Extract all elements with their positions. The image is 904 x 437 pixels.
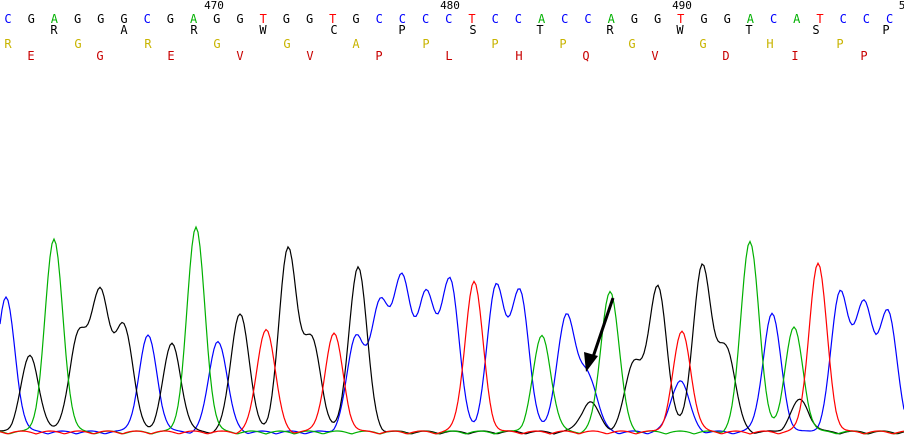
base-call: G — [97, 12, 105, 26]
base-call: C — [4, 12, 12, 26]
base-call: A — [189, 12, 198, 26]
base-call: C — [561, 12, 569, 26]
frame2-amino-acid: P — [491, 37, 499, 51]
frame2-amino-acid: G — [699, 37, 707, 51]
base-call: G — [166, 12, 174, 26]
frame2-amino-acid: P — [559, 37, 567, 51]
base-call: C — [421, 12, 430, 26]
base-call: C — [839, 12, 847, 26]
position-label: 490 — [672, 0, 692, 12]
base-call: G — [723, 12, 731, 26]
frame2-amino-acid: G — [283, 37, 291, 51]
base-call: G — [630, 12, 638, 26]
base-call: C — [143, 12, 151, 26]
frame3-amino-acid: P — [375, 49, 383, 63]
frame2-amino-acid: R — [144, 37, 152, 51]
frame3-amino-acid: L — [445, 49, 453, 63]
base-call: A — [793, 12, 801, 26]
frame1-amino-acid: T — [745, 23, 753, 37]
frame1-amino-acid: C — [330, 23, 338, 37]
frame3-amino-acid: P — [860, 49, 868, 63]
frame3-amino-acid: E — [27, 49, 35, 63]
position-label: 470 — [204, 0, 224, 12]
base-call: A — [537, 12, 546, 26]
base-call: A — [607, 12, 615, 26]
base-call: G — [236, 12, 244, 26]
base-call: G — [120, 12, 128, 26]
frame3-amino-acid: V — [236, 49, 244, 63]
base-call: T — [816, 12, 824, 26]
arrow-shaft — [590, 297, 615, 361]
base-call: G — [213, 12, 221, 26]
frame1-amino-acid: A — [120, 23, 128, 37]
frame3-amino-acid: G — [96, 49, 104, 63]
base-call: C — [514, 12, 522, 26]
frame2-amino-acid: R — [4, 37, 12, 51]
frame3-amino-acid: I — [791, 49, 799, 63]
base-call: C — [584, 12, 592, 26]
frame1-amino-acid: W — [676, 23, 684, 37]
frame3-amino-acid: V — [651, 49, 659, 63]
base-call: C — [769, 12, 778, 26]
base-call: G — [352, 12, 360, 26]
base-call: T — [677, 12, 685, 26]
arrow-head-icon — [584, 352, 598, 372]
base-call: G — [653, 12, 662, 26]
base-call: C — [445, 12, 453, 26]
frame2-amino-acid: G — [74, 37, 82, 51]
base-call: C — [862, 12, 870, 26]
frame1-amino-acid: R — [190, 23, 198, 37]
frame1-amino-acid: T — [536, 23, 544, 37]
base-call: T — [468, 12, 476, 26]
frame3-amino-acid: V — [306, 49, 314, 63]
base-call: C — [491, 12, 499, 26]
trace-A — [0, 225, 904, 435]
base-call: G — [305, 12, 314, 26]
trace-C — [0, 272, 904, 435]
position-label: 480 — [440, 0, 460, 12]
base-call: C — [885, 12, 894, 26]
frame3-amino-acid: H — [515, 49, 523, 63]
base-call: G — [27, 12, 35, 26]
frame1-amino-acid: R — [606, 23, 614, 37]
frame1-amino-acid: P — [398, 23, 406, 37]
base-call: G — [73, 12, 82, 26]
frame2-amino-acid: A — [352, 37, 360, 51]
base-call: G — [282, 12, 290, 26]
base-call: C — [398, 12, 406, 26]
base-call: T — [259, 12, 267, 26]
base-call: A — [746, 12, 754, 26]
trace-T — [0, 261, 904, 435]
frame1-amino-acid: S — [469, 23, 477, 37]
frame3-amino-acid: Q — [582, 49, 590, 63]
frame2-amino-acid: P — [422, 37, 430, 51]
base-call: T — [329, 12, 337, 26]
base-call: G — [700, 12, 708, 26]
frame1-amino-acid: P — [882, 23, 890, 37]
base-call: C — [375, 12, 383, 26]
frame3-amino-acid: E — [167, 49, 175, 63]
frame2-amino-acid: H — [766, 37, 774, 51]
frame2-amino-acid: G — [213, 37, 221, 51]
frame3-amino-acid: D — [722, 49, 730, 63]
frame1-amino-acid: W — [259, 23, 267, 37]
frame1-amino-acid: S — [812, 23, 820, 37]
base-call: A — [50, 12, 58, 26]
frame1-amino-acid: R — [50, 23, 58, 37]
frame2-amino-acid: P — [836, 37, 844, 51]
frame2-amino-acid: G — [628, 37, 636, 51]
position-label: 5 — [898, 0, 904, 12]
